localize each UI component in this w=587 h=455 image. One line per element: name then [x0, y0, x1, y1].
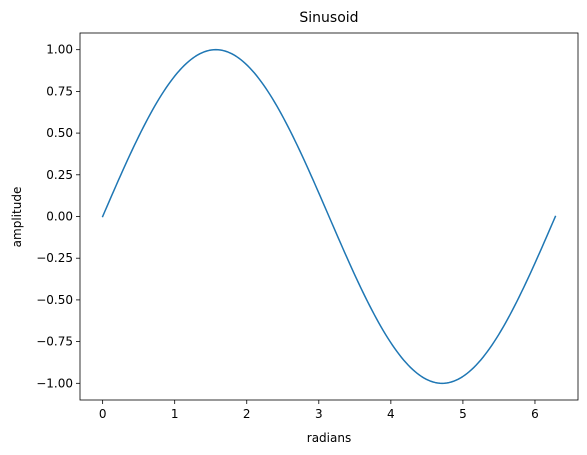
y-tick-label: 0.75	[46, 84, 73, 98]
y-axis-label: amplitude	[10, 187, 24, 248]
x-axis-ticks: 0 1 2 3 4 5 6	[99, 400, 539, 421]
y-axis-ticks: 1.00 0.75 0.50 0.25 0.00 −0.25 −0.50 −0.75 −1.00	[36, 43, 80, 390]
x-tick-label: 0	[99, 407, 107, 421]
x-tick-label: 1	[171, 407, 179, 421]
y-tick-label: −0.75	[36, 335, 73, 349]
y-tick-label: 0.00	[46, 210, 73, 224]
x-axis-label: radians	[307, 431, 351, 445]
y-tick-label: −0.50	[36, 293, 73, 307]
y-tick-label: 0.50	[46, 126, 73, 140]
series-line	[101, 48, 557, 385]
y-tick-label: 1.00	[46, 43, 73, 57]
y-tick-label: 0.25	[46, 168, 73, 182]
y-tick-label: −0.25	[36, 251, 73, 265]
y-tick-label: −1.00	[36, 376, 73, 390]
x-tick-label: 6	[531, 407, 539, 421]
x-tick-label: 5	[459, 407, 467, 421]
x-tick-label: 4	[387, 407, 395, 421]
chart-title: Sinusoid	[299, 10, 358, 26]
x-tick-label: 3	[315, 407, 323, 421]
x-tick-label: 2	[243, 407, 251, 421]
